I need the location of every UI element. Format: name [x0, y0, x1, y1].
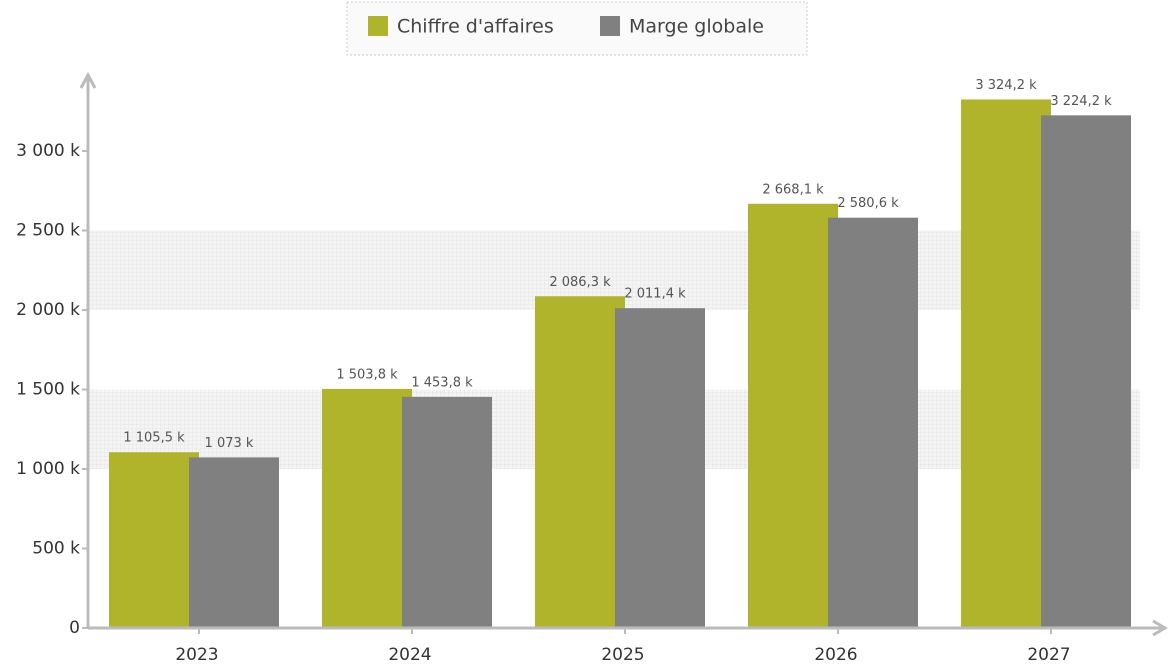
- value-label: 3 324,2 k: [975, 78, 1037, 93]
- legend-swatch: [368, 16, 388, 36]
- y-tick-label: 1 500 k: [16, 380, 80, 400]
- x-tick-label: 2027: [1027, 645, 1070, 665]
- bar: [1041, 115, 1131, 629]
- bar: [615, 308, 705, 628]
- value-label: 2 668,1 k: [762, 182, 824, 197]
- y-tick-label: 0: [69, 618, 80, 638]
- bar: [961, 99, 1051, 628]
- legend-swatch: [600, 16, 620, 36]
- legend-label: Chiffre d'affaires: [397, 16, 554, 38]
- bar: [402, 396, 492, 628]
- value-label: 2 011,4 k: [624, 287, 686, 302]
- legend-box: [346, 1, 808, 56]
- bar: [109, 452, 199, 628]
- value-label: 2 580,6 k: [837, 196, 899, 211]
- y-tick-label: 500 k: [32, 539, 80, 559]
- y-axis-arrow: [79, 71, 97, 89]
- value-label: 1 503,8 k: [336, 367, 398, 382]
- bar: [189, 457, 279, 628]
- value-label: 2 086,3 k: [549, 275, 611, 290]
- y-tick-label: 2 500 k: [16, 221, 80, 241]
- bar: [322, 388, 412, 628]
- x-axis-arrow: [1152, 619, 1168, 637]
- x-tick-label: 2025: [601, 645, 644, 665]
- x-tick-label: 2023: [175, 645, 218, 665]
- value-label: 1 073 k: [205, 436, 254, 451]
- y-tick-label: 3 000 k: [16, 141, 80, 161]
- x-tick-label: 2024: [388, 645, 431, 665]
- bar: [748, 203, 838, 628]
- bar: [535, 296, 625, 628]
- bar: [828, 217, 918, 628]
- y-tick-label: 1 000 k: [16, 459, 80, 479]
- value-label: 1 453,8 k: [411, 375, 473, 390]
- x-tick-label: 2026: [814, 645, 857, 665]
- y-tick-label: 2 000 k: [16, 300, 80, 320]
- value-label: 3 224,2 k: [1050, 94, 1112, 109]
- legend-label: Marge globale: [629, 16, 764, 38]
- value-label: 1 105,5 k: [123, 431, 185, 446]
